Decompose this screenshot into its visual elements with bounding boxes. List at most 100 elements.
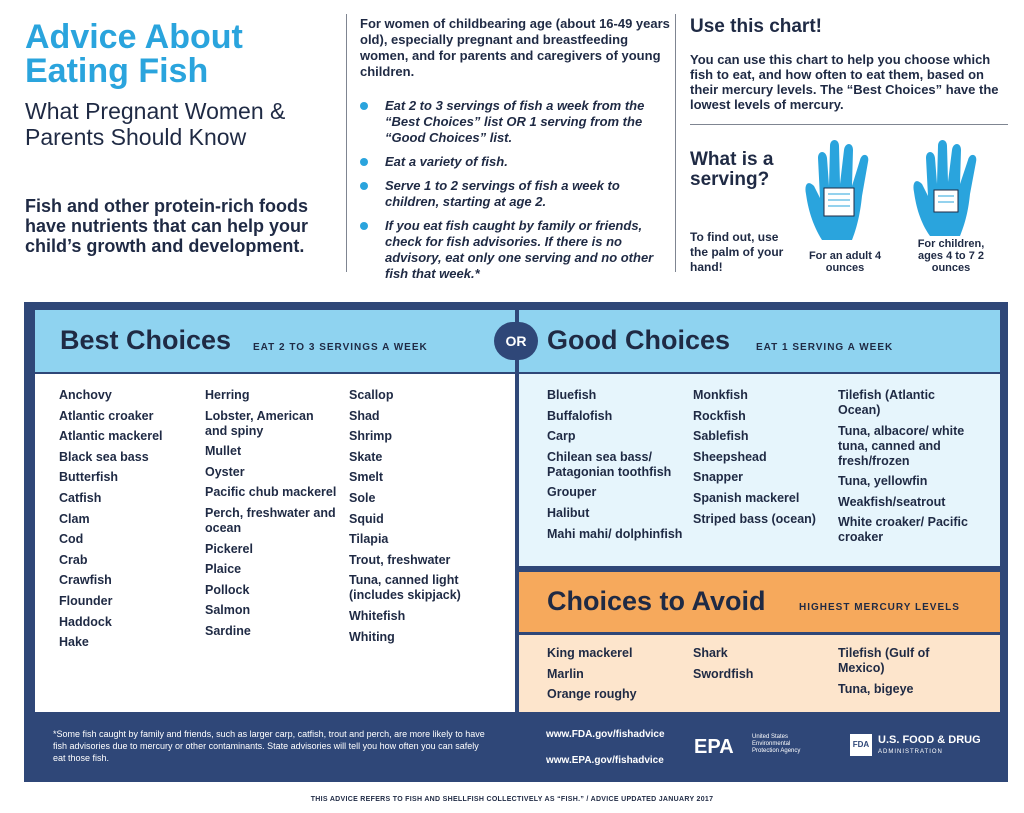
best-column-2: Herring Lobster, American and spiny Mullet…: [205, 388, 337, 645]
good-choices-title: Good Choices: [547, 325, 731, 355]
fish-item: Mullet: [205, 444, 242, 459]
fish-item: Atlantic mackerel: [59, 429, 163, 444]
fish-item: Shad: [349, 408, 380, 423]
fish-item: Tilefish (Gulf of Mexico): [838, 646, 930, 675]
good-choices-subtitle: EAT 1 SERVING A WEEK: [756, 342, 894, 353]
serving-text: To find out, use the palm of your hand!: [690, 230, 784, 274]
fish-item: Tuna, yellowfin: [838, 474, 928, 489]
fish-item: Crawfish: [59, 573, 112, 588]
fish-item: Crab: [59, 552, 88, 567]
good-choices-list: Bluefish Buffalofish Carp Chilean sea bass/…: [519, 374, 1000, 566]
bullet-icon: [360, 158, 368, 166]
fish-item: Whitefish: [349, 608, 406, 623]
choices-to-avoid-header: Choices to Avoid HIGHEST MERCURY LEVELS: [519, 572, 1000, 632]
fish-item: Orange roughy: [547, 687, 637, 702]
fish-item: Tuna, albacore/ white tuna, canned and f…: [838, 423, 965, 468]
avoid-column-3: Tilefish (Gulf of Mexico) Tuna, bigeye: [838, 646, 976, 702]
right-divider: [690, 124, 1008, 125]
child-hand-icon: [913, 140, 977, 236]
fish-item: Clam: [59, 511, 90, 526]
fish-item: Mahi mahi/ dolphinfish: [547, 526, 683, 541]
or-badge: OR: [494, 322, 538, 360]
fish-item: Carp: [547, 429, 576, 444]
fish-item: Shrimp: [349, 429, 393, 444]
column-divider-left: [346, 14, 347, 272]
page-subtitle: What Pregnant Women & Parents Should Kno…: [25, 98, 286, 150]
fish-item: Black sea bass: [59, 449, 149, 464]
fish-item: King mackerel: [547, 646, 633, 660]
avoid-column-2: Shark Swordfish: [693, 646, 823, 687]
fish-item: Sheepshead: [693, 449, 767, 464]
fish-item: Catfish: [59, 490, 102, 505]
adult-serving-caption: For an adult 4 ounces: [808, 250, 882, 274]
avoid-column-1: King mackerel Marlin Orange roughy: [547, 646, 683, 708]
adult-hand-icon: [805, 140, 869, 240]
bullet-icon: [360, 182, 368, 190]
use-chart-text: You can use this chart to help you choos…: [690, 52, 999, 112]
fish-item: Squid: [349, 511, 384, 526]
fish-item: Pollock: [205, 582, 250, 597]
child-serving-caption: For children, ages 4 to 7 2 ounces: [917, 238, 985, 274]
fish-item: Butterfish: [59, 470, 119, 485]
fish-item: Tilefish (Atlantic Ocean): [838, 388, 936, 417]
fish-item: Oyster: [205, 464, 245, 479]
best-choices-title: Best Choices: [60, 325, 232, 355]
use-chart-title: Use this chart!: [690, 16, 822, 37]
fish-item: Trout, freshwater: [349, 552, 451, 567]
fda-logo-icon: FDA: [850, 734, 872, 756]
fish-item: Halibut: [547, 505, 590, 520]
best-choices-subtitle: EAT 2 TO 3 SERVINGS A WEEK: [253, 342, 428, 353]
fish-item: White croaker/ Pacific croaker: [838, 515, 968, 545]
fish-item: Chilean sea bass/ Patagonian toothfish: [547, 449, 672, 479]
fish-item: Perch, freshwater and ocean: [205, 505, 336, 535]
fish-item: Marlin: [547, 666, 584, 681]
fish-item: Cod: [59, 532, 84, 547]
fish-item: Haddock: [59, 614, 112, 629]
fish-item: Snapper: [693, 470, 744, 485]
fish-item: Swordfish: [693, 666, 754, 681]
fish-item: Scallop: [349, 388, 394, 402]
good-choices-header: Good Choices EAT 1 SERVING A WEEK: [519, 310, 1000, 372]
fish-item: Salmon: [205, 603, 251, 618]
fish-item: Weakfish/seatrout: [838, 494, 946, 509]
best-column-3: Scallop Shad Shrimp Skate Smelt Sole Squid Tila…: [349, 388, 499, 650]
bottom-note: THIS ADVICE REFERS TO FISH AND SHELLFISH…: [310, 796, 714, 803]
fish-item: Herring: [205, 388, 250, 402]
choices-to-avoid-title: Choices to Avoid: [547, 586, 766, 616]
serving-title: What is a serving?: [690, 149, 774, 190]
fish-item: Anchovy: [59, 388, 112, 402]
fish-item: Pickerel: [205, 541, 253, 556]
intro-text: Fish and other protein-rich foods have n…: [25, 196, 309, 256]
advice-item: Serve 1 to 2 servings of fish a week to …: [360, 178, 670, 210]
fish-item: Rockfish: [693, 408, 746, 423]
good-column-3: Tilefish (Atlantic Ocean) Tuna, albacore/…: [838, 388, 976, 551]
fish-item: Lobster, American and spiny: [205, 408, 314, 438]
fish-item: Striped bass (ocean): [693, 511, 816, 526]
fish-item: Smelt: [349, 470, 384, 485]
best-column-1: Anchovy Atlantic croaker Atlantic mackerel…: [59, 388, 199, 656]
bullet-icon: [360, 102, 368, 110]
fish-item: Sole: [349, 490, 376, 505]
fish-item: Pacific chub mackerel: [205, 485, 337, 500]
column-divider-right: [675, 14, 676, 272]
advice-item: If you eat fish caught by family or frie…: [360, 218, 670, 282]
advice-list: Eat 2 to 3 servings of fish a week from …: [360, 98, 670, 290]
fish-item: Sardine: [205, 623, 251, 638]
fish-item: Tuna, canned light (includes skipjack): [349, 573, 461, 603]
good-column-1: Bluefish Buffalofish Carp Chilean sea bass/…: [547, 388, 683, 547]
fish-item: Tilapia: [349, 532, 389, 547]
fish-item: Monkfish: [693, 388, 748, 402]
advice-item: Eat 2 to 3 servings of fish a week from …: [360, 98, 670, 146]
best-choices-header: Best Choices EAT 2 TO 3 SERVINGS A WEEK: [35, 310, 515, 372]
fda-url-link[interactable]: www.FDA.gov/fishadvice: [546, 729, 665, 740]
fish-item: Bluefish: [547, 388, 597, 402]
page-title: Advice About Eating Fish: [25, 18, 243, 90]
fish-item: Buffalofish: [547, 408, 613, 423]
fish-item: Tuna, bigeye: [838, 681, 914, 696]
fish-item: Plaice: [205, 562, 242, 577]
fish-item: Shark: [693, 646, 728, 660]
fish-item: Flounder: [59, 593, 113, 608]
epa-url-link[interactable]: www.EPA.gov/fishadvice: [546, 755, 664, 766]
fish-item: Whiting: [349, 629, 395, 644]
advisory-footnote: *Some fish caught by family and friends,…: [53, 729, 485, 763]
